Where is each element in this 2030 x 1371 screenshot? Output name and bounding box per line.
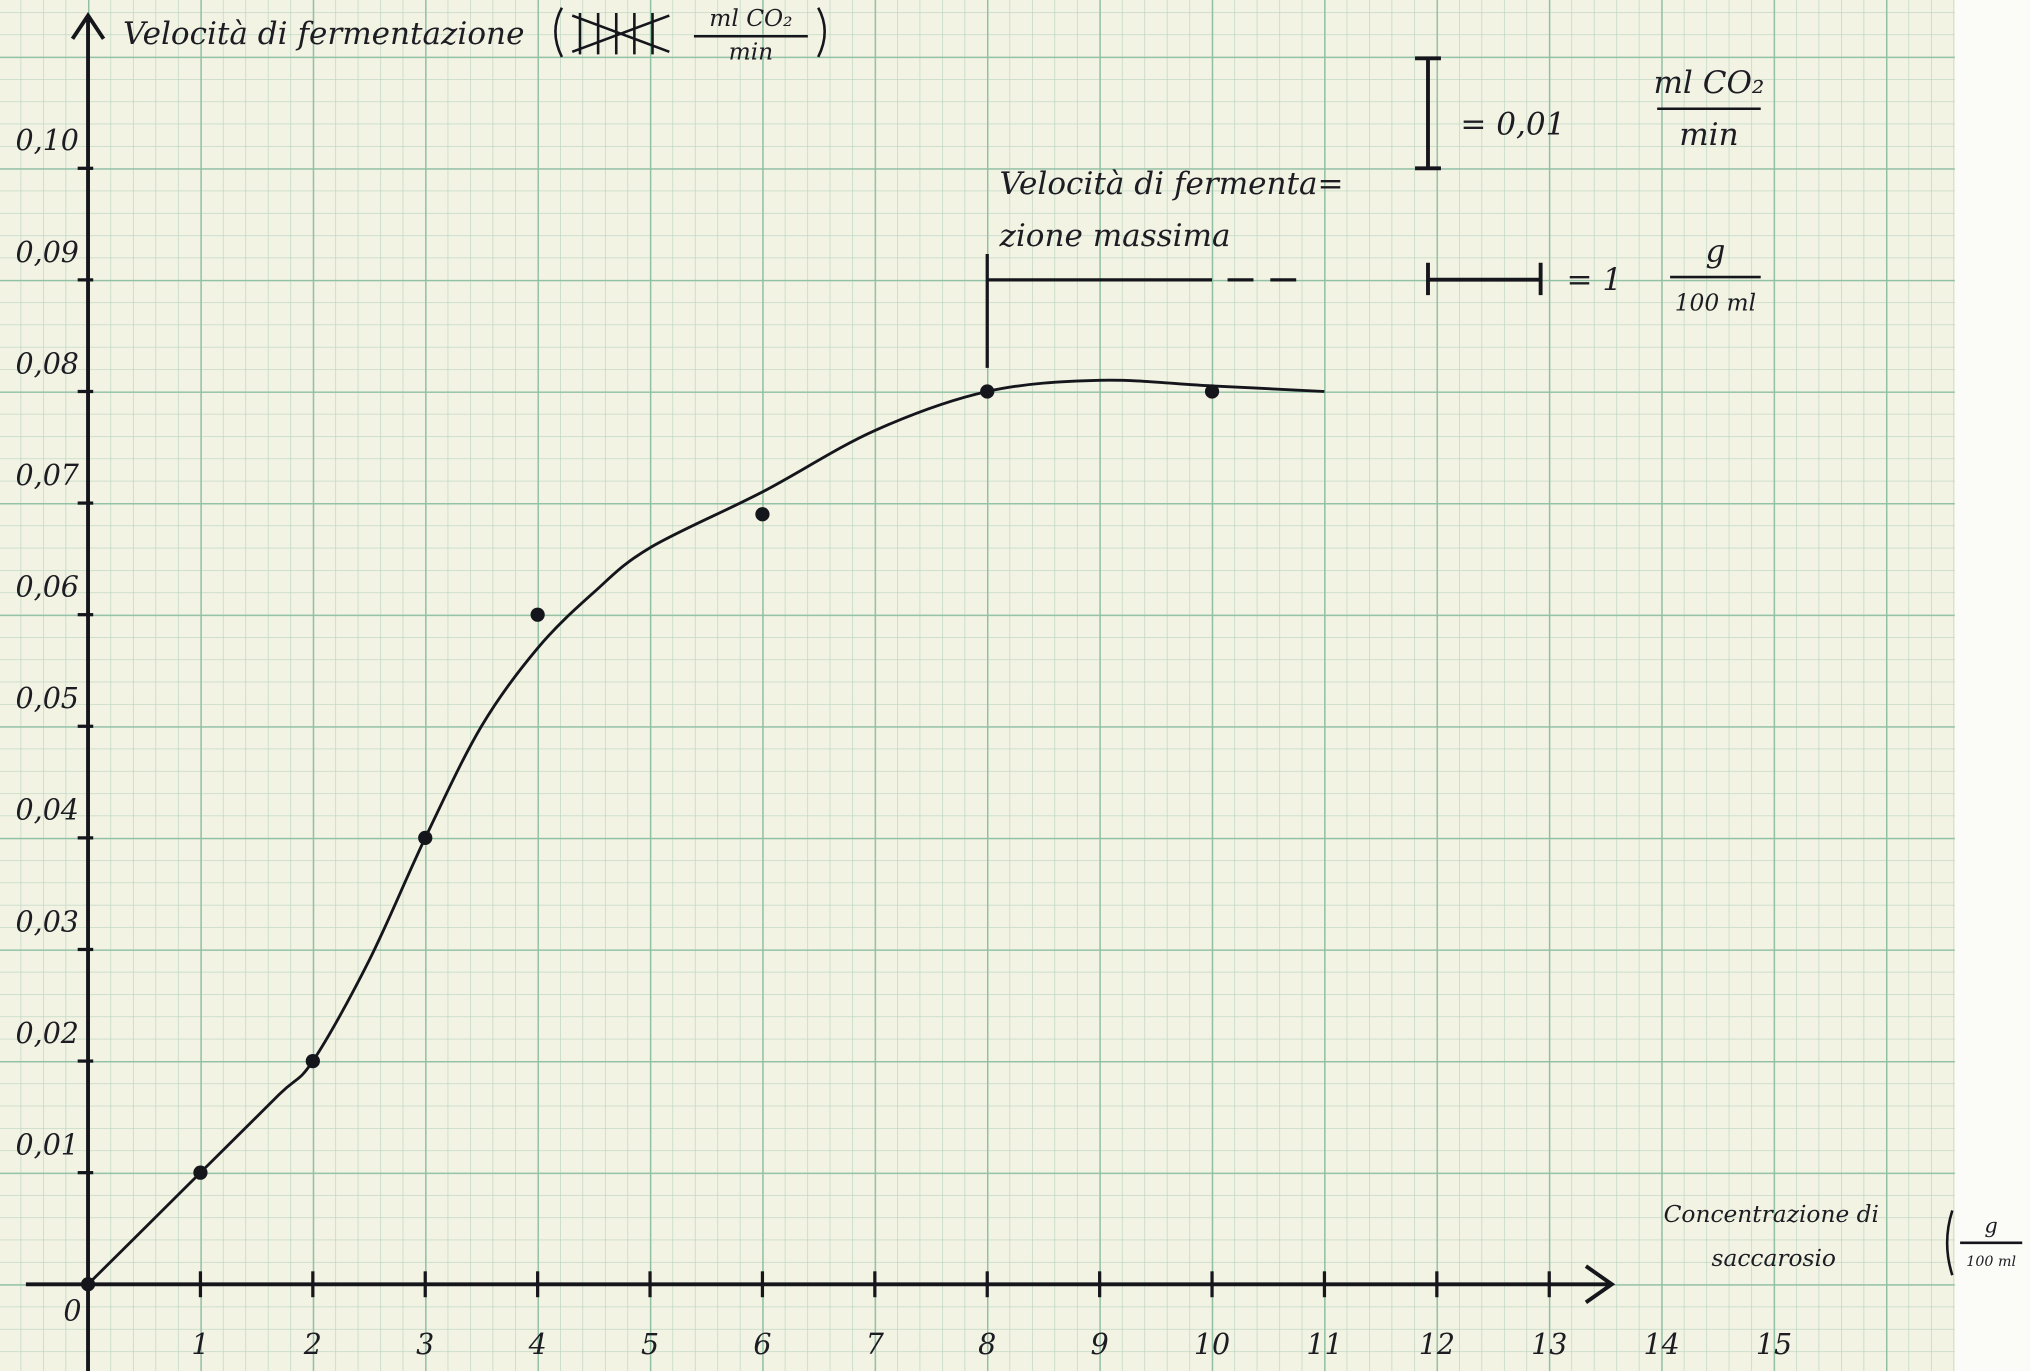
y-axis-title: Velocità di fermentazione <box>123 16 524 52</box>
y-tick-label: 0,02 <box>16 1017 79 1050</box>
data-point <box>1205 384 1219 398</box>
y-unit-numerator: ml CO₂ <box>709 5 792 32</box>
data-point <box>531 608 545 622</box>
data-point <box>81 1277 95 1291</box>
x-unit-numerator: g <box>1985 1213 1998 1237</box>
annotation: Velocità di fermenta= <box>999 166 1343 202</box>
data-point <box>193 1166 207 1180</box>
x-tick-label: 2 <box>303 1328 322 1361</box>
scale-denominator: min <box>1679 117 1738 153</box>
x-axis-title: saccarosio <box>1712 1245 1836 1272</box>
y-tick-label: 0,05 <box>16 682 79 715</box>
scale-numerator: ml CO₂ <box>1653 65 1764 101</box>
x-tick-label: 3 <box>416 1328 434 1361</box>
x-tick-label: 14 <box>1644 1328 1680 1361</box>
y-tick-label: 0,06 <box>16 571 79 604</box>
data-point <box>980 384 994 398</box>
x-tick-label: 11 <box>1306 1328 1342 1361</box>
x-tick-label: 5 <box>641 1328 659 1361</box>
y-tick-label: 0,04 <box>16 794 79 827</box>
x-axis-title: Concentrazione di <box>1664 1201 1879 1228</box>
y-tick-label: 0,07 <box>16 459 80 492</box>
scale-label: = 0,01 <box>1460 107 1565 143</box>
x-tick-label: 1 <box>191 1328 209 1361</box>
y-tick-label: 0,08 <box>16 347 79 380</box>
page-margin <box>1955 0 2030 1371</box>
x-tick-label: 4 <box>528 1328 547 1361</box>
scale-label: = 1 <box>1567 262 1623 298</box>
x-tick-label: 13 <box>1531 1328 1567 1361</box>
y-tick-label: 0 <box>63 1295 81 1328</box>
x-tick-label: 9 <box>1091 1328 1109 1361</box>
y-unit-denominator: min <box>729 39 774 66</box>
data-point <box>306 1054 320 1068</box>
y-tick-label: 0,01 <box>16 1129 79 1162</box>
x-tick-label: 6 <box>753 1328 771 1361</box>
data-point <box>755 507 769 521</box>
paper-grid-major <box>0 0 1955 1371</box>
scale-numerator: g <box>1705 234 1725 270</box>
x-tick-label: 12 <box>1419 1328 1455 1361</box>
y-tick-label: 0,09 <box>16 236 79 269</box>
chart: Velocità di fermentazione ml CO₂ min Con… <box>0 0 2030 1371</box>
scale-denominator: 100 ml <box>1675 290 1756 317</box>
x-tick-label: 7 <box>866 1328 885 1361</box>
annotation: zione massima <box>998 218 1230 254</box>
x-tick-label: 10 <box>1194 1328 1230 1361</box>
y-tick-label: 0,10 <box>16 124 79 157</box>
x-tick-label: 8 <box>978 1328 996 1361</box>
x-unit-denominator: 100 ml <box>1966 1254 2016 1270</box>
data-point <box>418 831 432 845</box>
x-tick-label: 15 <box>1756 1328 1792 1361</box>
y-tick-label: 0,03 <box>16 905 79 938</box>
